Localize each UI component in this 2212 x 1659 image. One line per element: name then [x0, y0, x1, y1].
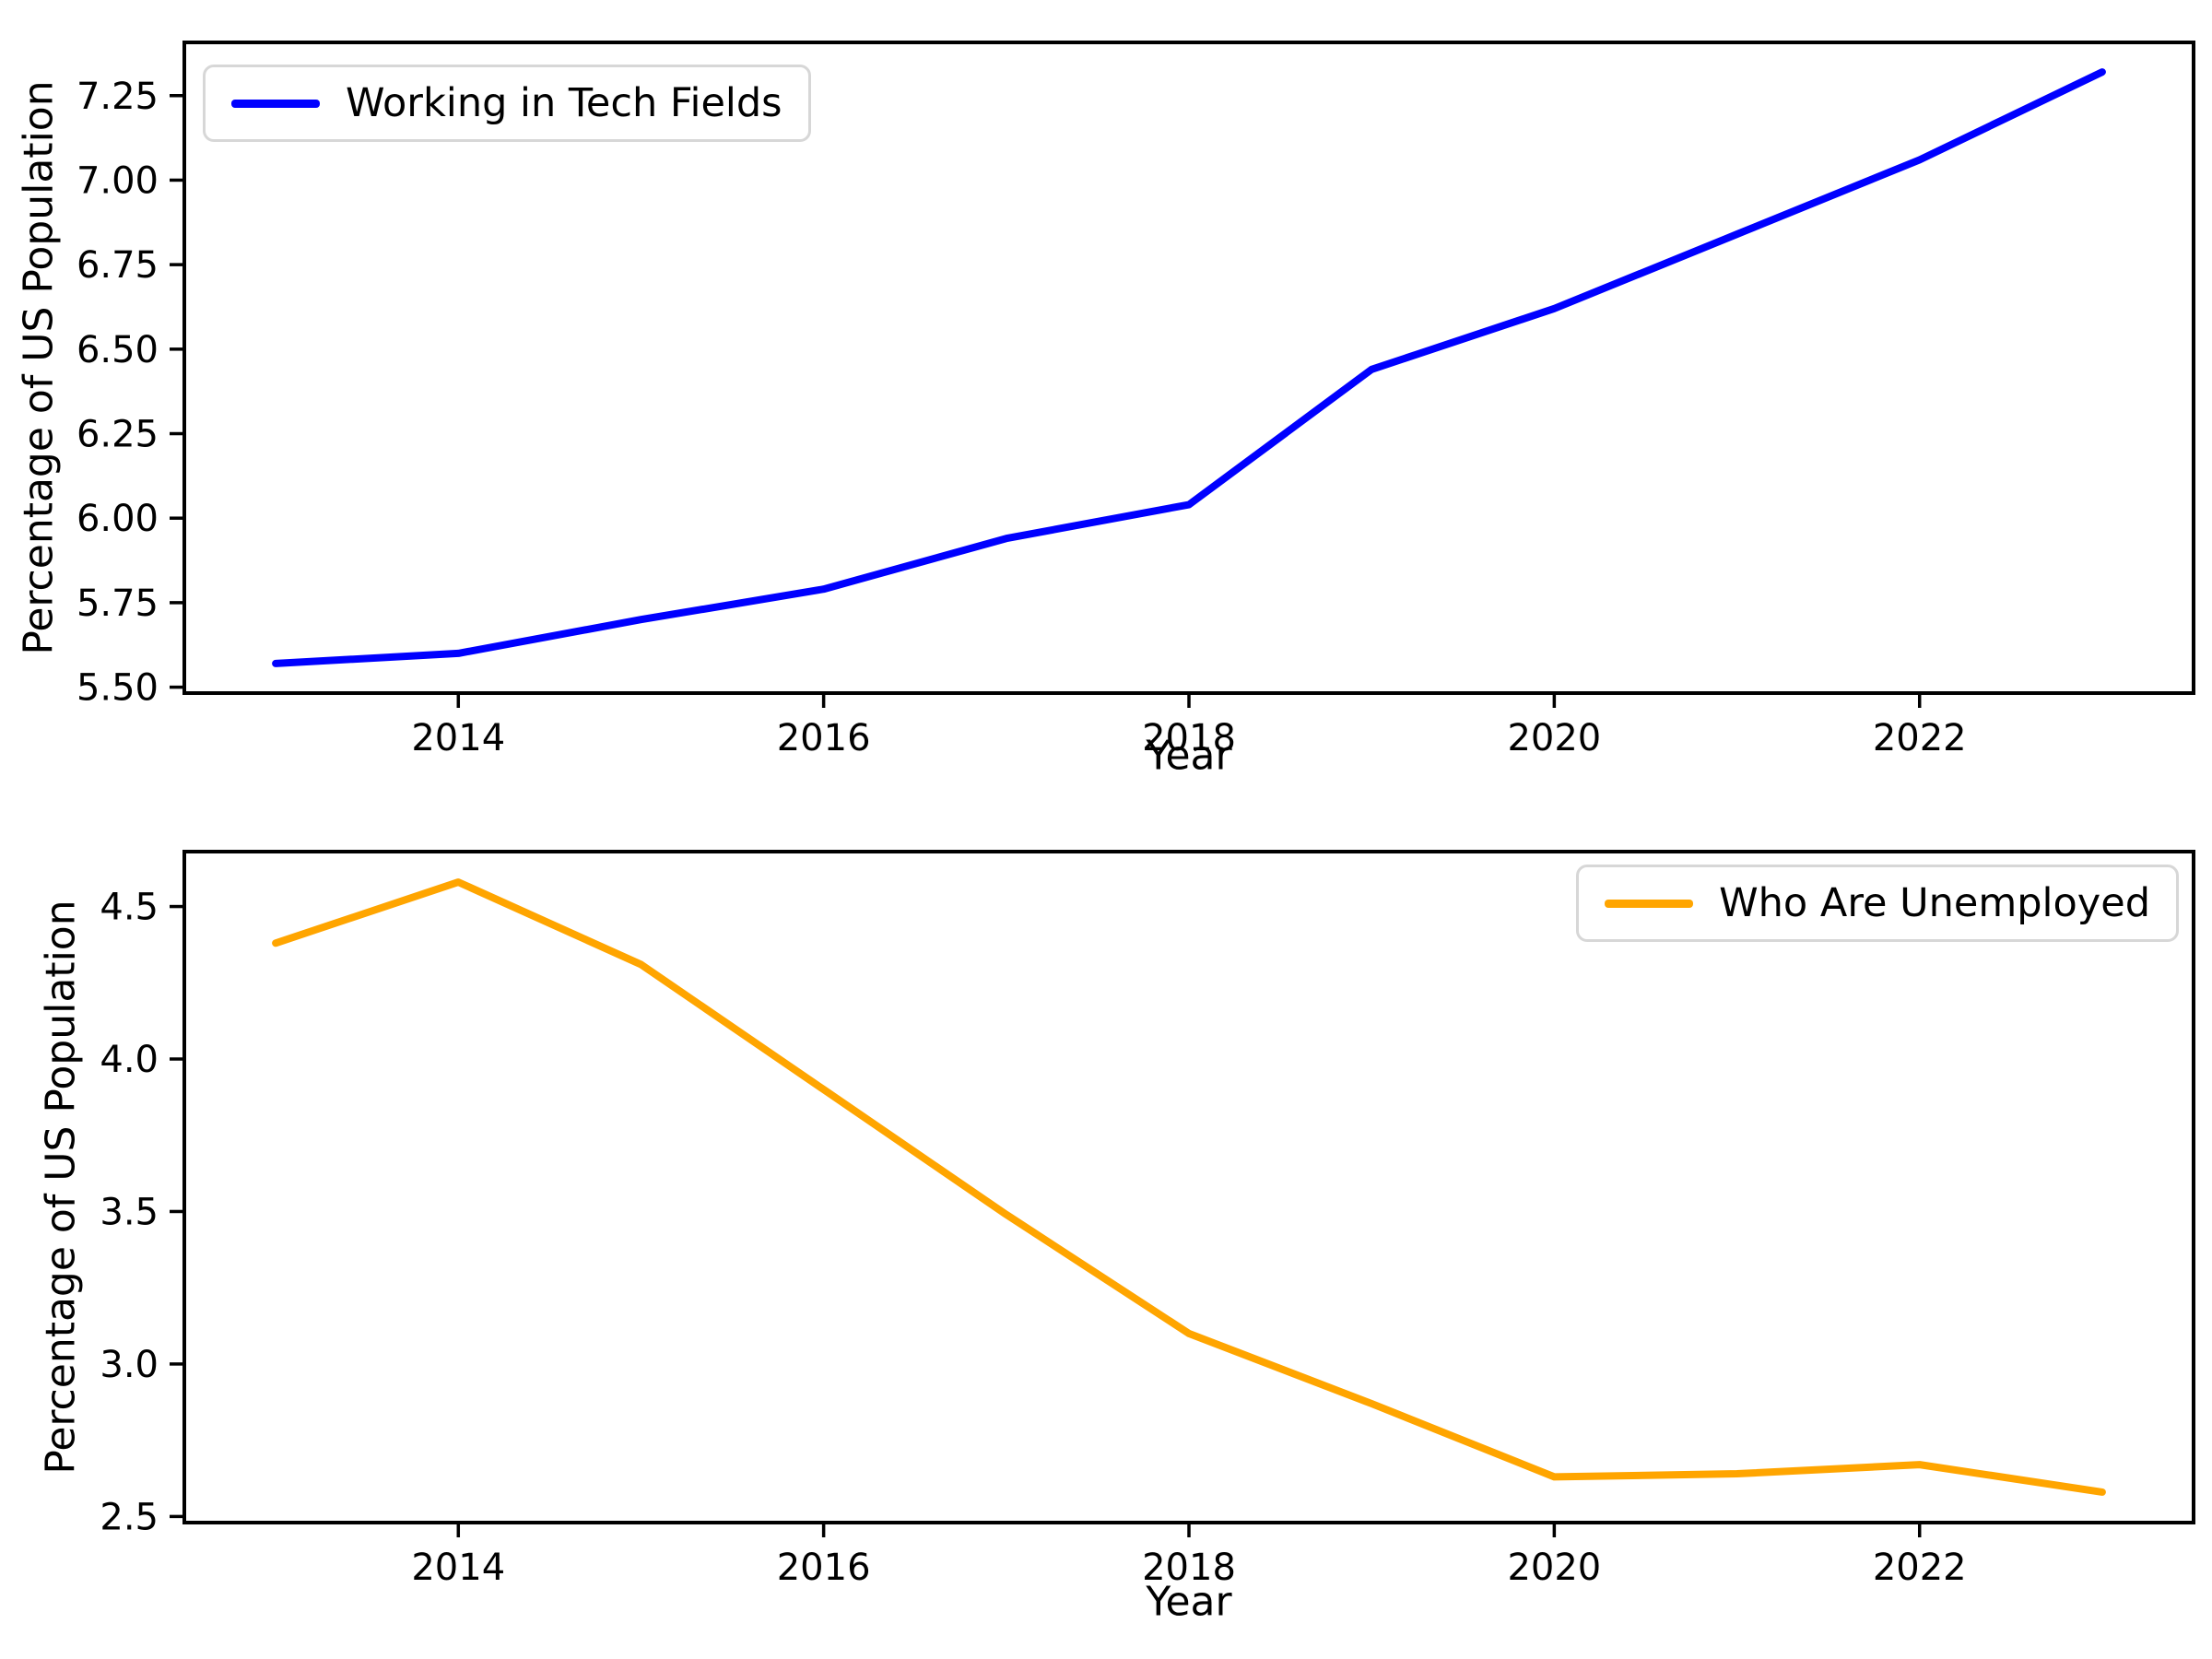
x-tick-label: 2018 [1142, 1547, 1236, 1589]
x-tick-label: 2014 [411, 717, 505, 759]
y-tick-label: 4.0 [100, 1039, 159, 1081]
tech-fields-legend: Working in Tech Fields [203, 65, 811, 142]
data-line-tech-fields [272, 68, 2106, 667]
y-tick-label: 2.5 [100, 1496, 159, 1538]
x-tick-label: 2020 [1507, 1547, 1601, 1589]
tech-fields-legend-label: Working in Tech Fields [346, 80, 782, 126]
bottom-y-axis-label: Percentage of US Population [37, 900, 85, 1475]
x-tick-label: 2022 [1873, 1547, 1967, 1589]
top-x-axis-label: Year [1146, 732, 1232, 780]
y-tick-label: 7.25 [76, 76, 159, 118]
unemployed-legend-label: Who Are Unemployed [1719, 880, 2150, 926]
bottom-x-axis-label: Year [1146, 1578, 1232, 1626]
x-tick-label: 2018 [1142, 717, 1236, 759]
x-tick-label: 2020 [1507, 717, 1601, 759]
unemployed-chart: 2014 2016 2018 2020 2022 2.5 3.0 3.5 4.0 4.5 [100, 850, 2195, 1589]
y-tick-label: 3.5 [100, 1191, 159, 1233]
y-tick-label: 4.5 [100, 887, 159, 929]
tech-fields-chart: 2014 2016 2018 2020 2022 5.50 5.75 6.00 6.25 6.50… [76, 41, 2195, 759]
y-tick-label: 6.50 [76, 329, 159, 371]
plot-frame [182, 41, 2195, 695]
plot-frame [182, 850, 2195, 1524]
y-tick-label: 5.50 [76, 667, 159, 710]
y-tick-label: 6.75 [76, 244, 159, 287]
y-tick-label: 7.00 [76, 159, 159, 202]
x-tick-label: 2016 [777, 717, 871, 759]
y-tick-label: 3.0 [100, 1344, 159, 1386]
tech-fields-legend-line-swatch [231, 99, 320, 108]
data-line-unemployed [272, 878, 2106, 1496]
unemployed-legend-line-swatch [1605, 899, 1694, 908]
x-tick-label: 2016 [777, 1547, 871, 1589]
unemployed-legend: Who Are Unemployed [1576, 865, 2179, 942]
x-tick-label: 2014 [411, 1547, 505, 1589]
y-tick-label: 6.25 [76, 414, 159, 456]
x-tick-label: 2022 [1873, 717, 1967, 759]
y-tick-label: 5.75 [76, 582, 159, 625]
y-tick-label: 6.00 [76, 498, 159, 540]
top-y-axis-label: Percentage of US Population [15, 80, 63, 655]
